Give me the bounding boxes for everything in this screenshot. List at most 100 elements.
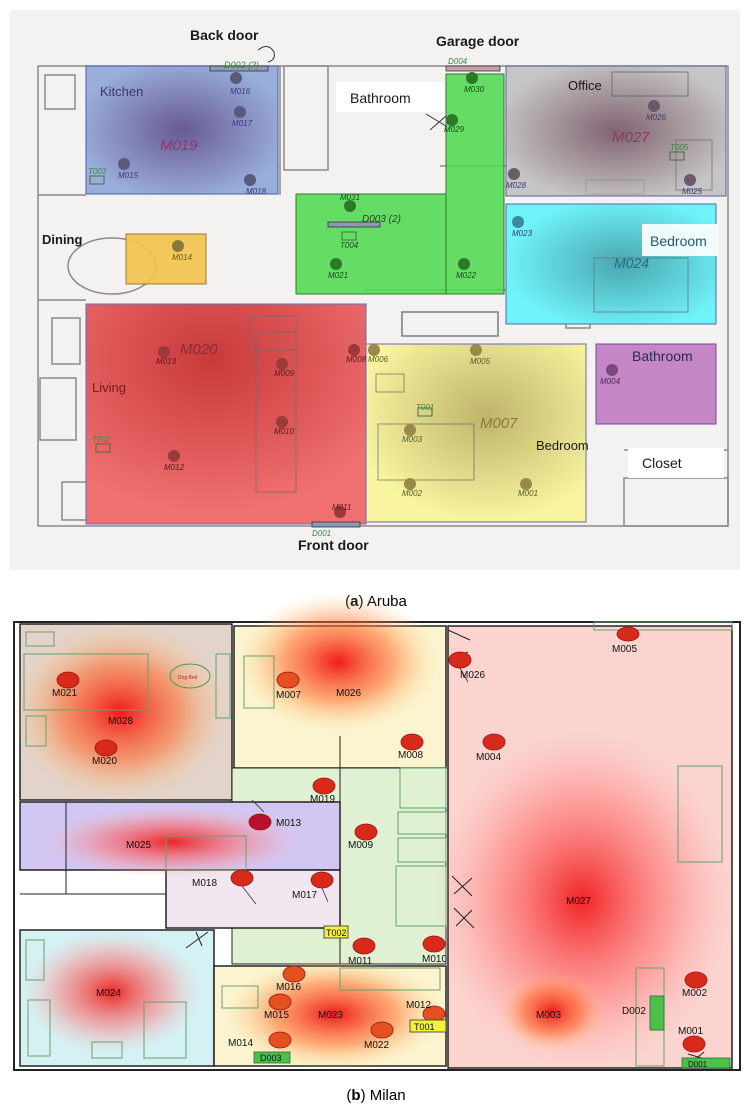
aruba-label-office: Office bbox=[568, 78, 602, 93]
milan-sensor-d003: D003 bbox=[260, 1053, 282, 1063]
aruba-label-box-bedroom1 bbox=[642, 224, 718, 256]
aruba-label-back-door: Back door bbox=[190, 27, 259, 43]
aruba-label-living: Living bbox=[92, 380, 126, 395]
aruba-sensor-m019: M019 bbox=[160, 137, 198, 154]
milan-sensor-m014: M014 bbox=[228, 1038, 253, 1049]
aruba-sensor-m014: M014 bbox=[172, 253, 193, 262]
aruba-sensor-m029: M029 bbox=[444, 125, 465, 134]
aruba-label-front-door: Front door bbox=[298, 537, 369, 553]
aruba-temp-sensor-boxes bbox=[89, 151, 685, 453]
aruba-sensor-m006: M006 bbox=[368, 355, 389, 364]
aruba-room-bathroom-corridor bbox=[445, 73, 505, 295]
milan-heat-m026 bbox=[238, 592, 438, 732]
milan-heat-m028 bbox=[10, 622, 230, 802]
aruba-sensor-d003: D003 (2) bbox=[362, 214, 401, 225]
milan-sensor-m022: M022 bbox=[364, 1040, 389, 1051]
milan-sensor-m025: M025 bbox=[126, 840, 151, 851]
milan-heat-m025 bbox=[42, 806, 302, 878]
milan-sensor-m002: M002 bbox=[682, 988, 707, 999]
milan-sensor-m010: M010 bbox=[422, 954, 447, 965]
aruba-label-bedroom2: Bedroom bbox=[536, 438, 589, 453]
aruba-floorplan: Back door Garage door Kitchen Office Din… bbox=[10, 10, 740, 570]
aruba-furniture bbox=[249, 71, 713, 493]
aruba-label-bathroom2: Bathroom bbox=[632, 348, 693, 364]
aruba-sensor-m011: M011 bbox=[332, 503, 351, 512]
caption-milan: (b) Milan bbox=[346, 1087, 405, 1104]
milan-sensor-m017: M017 bbox=[292, 890, 317, 901]
aruba-door-d002-bar bbox=[209, 65, 269, 72]
aruba-sensor-m018: M018 bbox=[246, 187, 267, 196]
aruba-sensor-m012: M012 bbox=[164, 463, 185, 472]
milan-tag-d003-box bbox=[253, 1051, 291, 1064]
aruba-sensor-m031: M031 bbox=[340, 193, 360, 202]
aruba-label-closet: Closet bbox=[642, 455, 682, 471]
milan-sensor-m026b: M026 bbox=[460, 670, 485, 681]
milan-dog-bed: Dog Bed bbox=[178, 675, 198, 681]
aruba-label-box-bathroom1 bbox=[336, 82, 444, 112]
milan-sensor-m026a: M026 bbox=[336, 688, 361, 699]
aruba-sensor-m008: M008 bbox=[346, 355, 367, 364]
milan-sensor-m019: M019 bbox=[310, 794, 335, 805]
aruba-sensor-m004: M004 bbox=[600, 377, 621, 386]
aruba-sensor-m030: M030 bbox=[464, 85, 485, 94]
aruba-sensor-m005: M005 bbox=[470, 357, 491, 366]
milan-sensor-m004: M004 bbox=[476, 752, 501, 763]
aruba-sensor-m024: M024 bbox=[614, 255, 649, 271]
aruba-sensor-m007: M007 bbox=[480, 415, 518, 432]
aruba-room-hall bbox=[295, 193, 447, 295]
milan-heat-m003 bbox=[498, 972, 606, 1052]
aruba-room-bathroom2 bbox=[595, 343, 717, 425]
aruba-sensor-m017: M017 bbox=[232, 119, 253, 128]
milan-sensor-d002: D002 bbox=[622, 1006, 646, 1017]
aruba-label-dining: Dining bbox=[42, 232, 82, 247]
milan-sensor-d001: D001 bbox=[688, 1060, 708, 1069]
milan-sensor-m023: M023 bbox=[318, 1010, 343, 1021]
milan-sensor-m009: M009 bbox=[348, 840, 373, 851]
aruba-sensor-m028: M028 bbox=[506, 181, 527, 190]
aruba-sensor-m026: M026 bbox=[646, 113, 667, 122]
milan-sensor-m007: M007 bbox=[276, 690, 301, 701]
aruba-label-garage-door: Garage door bbox=[436, 33, 520, 49]
aruba-label-bathroom1: Bathroom bbox=[350, 90, 411, 106]
aruba-sensor-m020: M020 bbox=[180, 341, 218, 358]
milan-sensor-m011: M011 bbox=[348, 956, 373, 967]
milan-heat-m024 bbox=[22, 930, 202, 1054]
milan-sensor-m013: M013 bbox=[276, 818, 301, 829]
milan-sensor-t002: T002 bbox=[326, 928, 347, 938]
aruba-sensor-m009: M009 bbox=[274, 369, 295, 378]
aruba-sensor-d004: D004 bbox=[448, 57, 468, 66]
aruba-sketch-marks bbox=[257, 46, 447, 131]
aruba-sensor-m027: M027 bbox=[612, 129, 650, 146]
aruba-sensor-m021: M021 bbox=[328, 271, 348, 280]
aruba-sensor-t003: T003 bbox=[88, 167, 107, 176]
aruba-sensor-d001: D001 bbox=[312, 529, 331, 538]
milan-sensor-m012: M012 bbox=[406, 1000, 431, 1011]
milan-furniture bbox=[23, 621, 733, 1067]
aruba-room-living bbox=[85, 303, 367, 525]
aruba-room-bedroom2 bbox=[365, 343, 587, 523]
milan-sensor-leaders bbox=[241, 667, 469, 905]
milan-sensor-m021: M021 bbox=[52, 688, 77, 699]
aruba-room-dining bbox=[125, 233, 207, 285]
milan-sensor-m018: M018 bbox=[192, 878, 217, 889]
milan-sensor-m005: M005 bbox=[612, 644, 637, 655]
aruba-sensor-m016: M016 bbox=[230, 87, 251, 96]
aruba-door-d001-bar bbox=[311, 521, 361, 528]
aruba-sensor-dots bbox=[118, 72, 696, 518]
milan-tag-d002-box bbox=[649, 995, 665, 1031]
aruba-door-d004-bar bbox=[445, 65, 501, 72]
milan-sensor-m028: M028 bbox=[108, 716, 133, 727]
aruba-label-kitchen: Kitchen bbox=[100, 84, 143, 99]
aruba-room-bedroom1 bbox=[505, 203, 717, 325]
aruba-sensor-m023: M023 bbox=[512, 229, 533, 238]
aruba-sensor-d002: D002 (?) bbox=[224, 60, 259, 70]
aruba-sensor-m001: M001 bbox=[518, 489, 538, 498]
aruba-sensor-m013: M013 bbox=[156, 357, 177, 366]
aruba-sensor-m003: M003 bbox=[402, 435, 423, 444]
aruba-sensor-m010: M010 bbox=[274, 427, 295, 436]
milan-sensor-t001: T001 bbox=[414, 1022, 435, 1032]
aruba-room-kitchen bbox=[85, 65, 279, 195]
milan-sensor-m024: M024 bbox=[96, 988, 121, 999]
